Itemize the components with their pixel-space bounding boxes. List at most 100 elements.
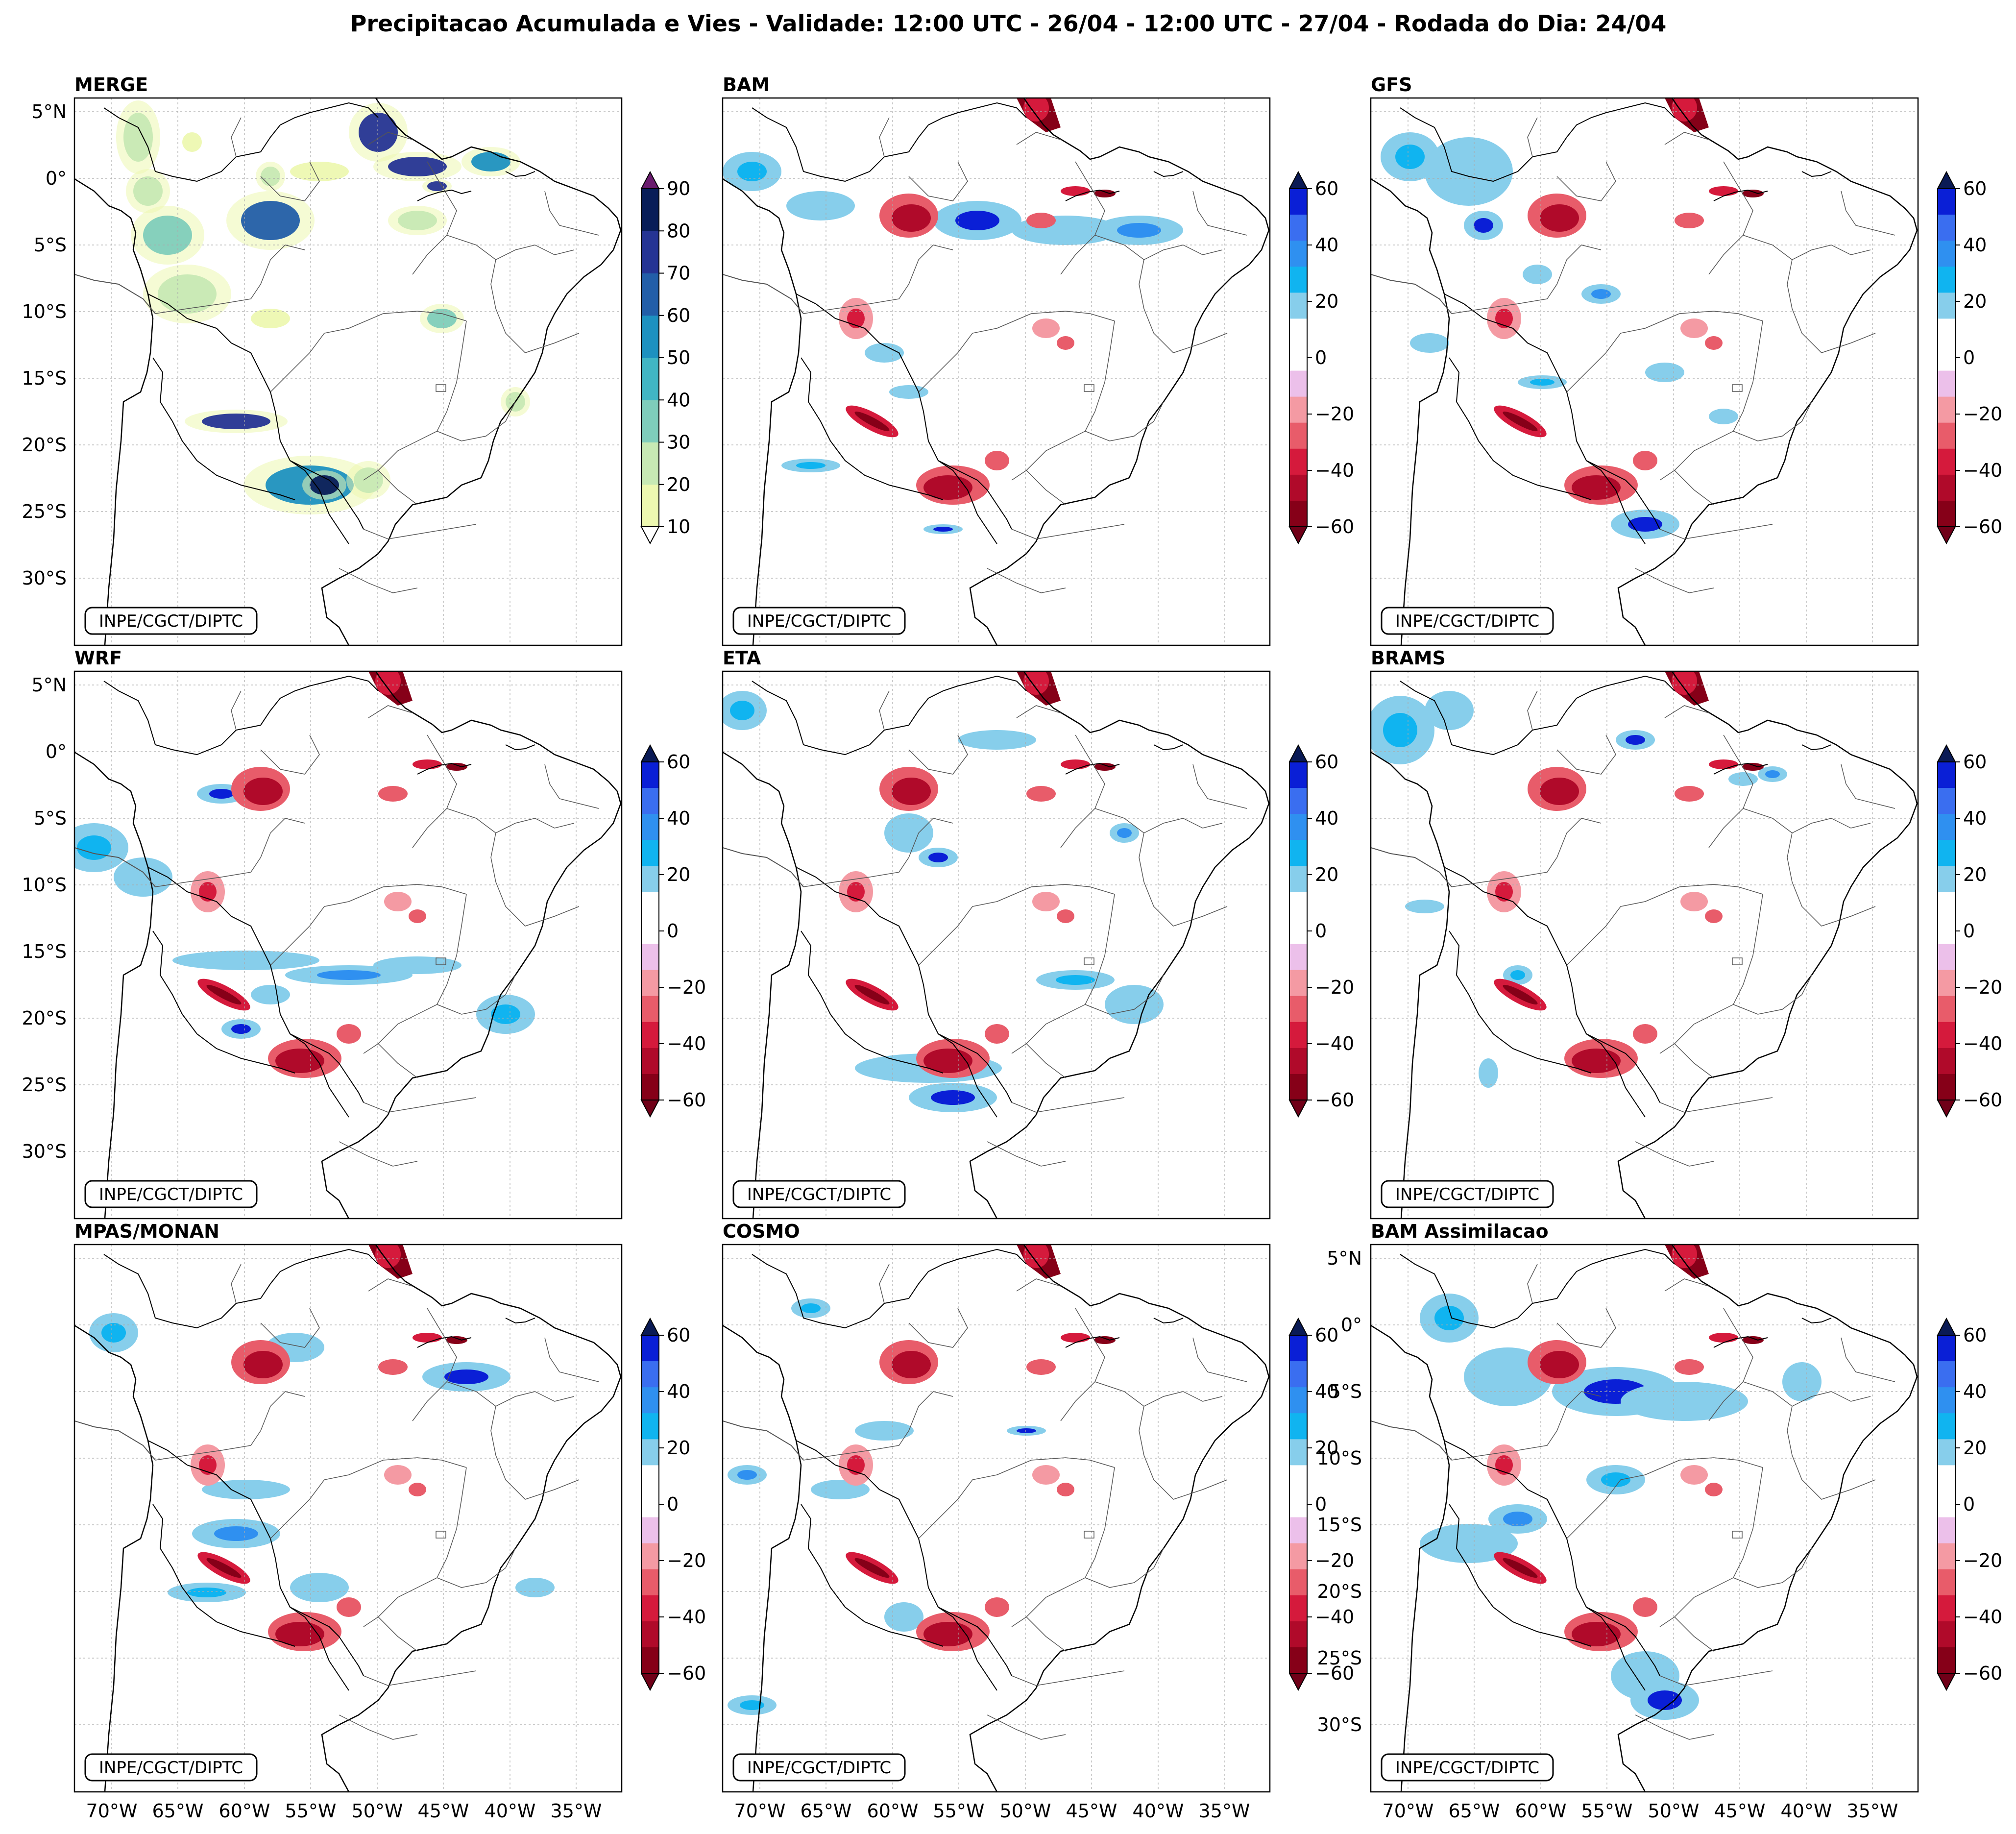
panel-5: ETA INPE/CGCT/DIPTC 60 40 20 0 −20 −40 −60 [722, 647, 1354, 1220]
panel-1: MERGE INPE/CGCT/DIPTC 5°N 0° 5°S 10°S 15°S 20°S… [22, 74, 690, 646]
lon-label: 35°W [1847, 1800, 1898, 1822]
colorbar-tick-label: 40 [1315, 1381, 1338, 1402]
colorbar-band [1938, 267, 1955, 293]
credit-label: INPE/CGCT/DIPTC [84, 1753, 258, 1782]
colorbar-band [1938, 1491, 1955, 1518]
colorbar-extend-top [1288, 171, 1308, 189]
colorbar-tick-label: −20 [667, 977, 706, 998]
map-area [74, 98, 622, 645]
lat-label: 15°S [22, 941, 67, 962]
panel-8: COSMO INPE/CGCT/DIPTC 70°W 65°W 60°W 55°W 50°W… [722, 1221, 1354, 1822]
colorbar-tick-label: −40 [1963, 460, 2002, 481]
colorbar-band [641, 762, 659, 788]
credit-text: INPE/CGCT/DIPTC [99, 611, 243, 631]
colorbar-tick-label: −40 [1315, 460, 1354, 481]
lat-label: 5°S [1329, 1381, 1362, 1402]
colorbar-band [1938, 1595, 1955, 1622]
colorbar-tick-label: 0 [1963, 347, 1975, 368]
colorbar-band [1938, 1647, 1955, 1674]
colorbar: 60 40 20 0 −20 −40 −60 [1288, 171, 1354, 545]
lat-label: 0° [46, 168, 67, 189]
colorbar-extend-top [1288, 1317, 1308, 1336]
colorbar-band [641, 970, 659, 997]
colorbar-tick-label: −20 [1963, 977, 2002, 998]
colorbar-tick-label: 40 [667, 389, 690, 411]
colorbar-band [1289, 814, 1307, 840]
colorbar-tick-label: 20 [667, 864, 690, 885]
credit-text: INPE/CGCT/DIPTC [99, 1185, 243, 1204]
colorbar-tick-label: 60 [667, 305, 690, 326]
colorbar-tick-label: 0 [1963, 920, 1975, 942]
colorbar-band [1289, 1335, 1307, 1362]
colorbar-band [641, 892, 659, 918]
colorbar-band [1938, 318, 1955, 345]
colorbar-band [1938, 1465, 1955, 1492]
colorbar-tick-label: 60 [1963, 178, 1987, 199]
map-area [1371, 671, 1918, 1219]
colorbar-tick-label: 90 [667, 178, 690, 199]
colorbar-tick-label: −60 [1315, 1663, 1354, 1684]
colorbar-band [1289, 318, 1307, 345]
colorbar-tick-label: −40 [1315, 1033, 1354, 1054]
colorbar-band [641, 273, 659, 316]
lat-label: 20°S [1317, 1581, 1362, 1602]
lat-label: 20°S [22, 1007, 67, 1029]
colorbar-tick-label: 0 [667, 920, 679, 942]
lon-label: 60°W [219, 1800, 270, 1822]
panel-title: WRF [74, 647, 122, 669]
lat-label: 10°S [1317, 1447, 1362, 1469]
colorbar-tick-label: 0 [1315, 920, 1327, 942]
colorbar-tick-label: 50 [667, 347, 690, 368]
credit-label: INPE/CGCT/DIPTC [1381, 607, 1554, 635]
panel-title: BAM [723, 74, 770, 96]
colorbar-band [1289, 918, 1307, 945]
colorbar-tick-label: 40 [667, 1381, 690, 1402]
lon-label: 70°W [1383, 1800, 1434, 1822]
map-frame [1370, 1244, 1919, 1793]
colorbar-band [1289, 344, 1307, 371]
colorbar-band [1289, 1439, 1307, 1466]
colorbar-tick-label: 60 [1315, 178, 1338, 199]
lat-label: 25°S [1317, 1647, 1362, 1669]
lon-label: 60°W [867, 1800, 919, 1822]
colorbar: 60 40 20 0 −20 −40 −60 [640, 1317, 706, 1691]
colorbar-tick-label: 40 [1963, 1381, 1987, 1402]
lon-label: 60°W [1515, 1800, 1567, 1822]
colorbar-band [1289, 1413, 1307, 1440]
colorbar-band [1289, 1465, 1307, 1492]
lat-label: 30°S [22, 1141, 67, 1162]
colorbar-band [641, 1517, 659, 1544]
colorbar-band [641, 840, 659, 866]
credit-text: INPE/CGCT/DIPTC [747, 1185, 891, 1204]
lon-label: 50°W [1000, 1800, 1051, 1822]
credit-label: INPE/CGCT/DIPTC [84, 1180, 258, 1208]
colorbar-band [1938, 1022, 1955, 1049]
colorbar-band [641, 996, 659, 1023]
colorbar-extend-top [1937, 1317, 1956, 1336]
colorbar-tick-label: 40 [667, 807, 690, 829]
colorbar-band [1289, 189, 1307, 215]
colorbar-band [1289, 840, 1307, 866]
lon-label: 55°W [1581, 1800, 1633, 1822]
colorbar-band [641, 1361, 659, 1388]
lon-label: 35°W [1199, 1800, 1250, 1822]
colorbar-band [1938, 422, 1955, 449]
map-frame [1370, 670, 1919, 1220]
colorbar-tick-label: 20 [667, 474, 690, 495]
colorbar-band [1289, 474, 1307, 501]
credit-text: INPE/CGCT/DIPTC [99, 1758, 243, 1778]
colorbar-band [1289, 866, 1307, 892]
lat-label: 30°S [22, 567, 67, 589]
colorbar-band [641, 1335, 659, 1362]
colorbar-tick-label: 20 [1963, 291, 1987, 312]
colorbar-tick-label: 20 [1963, 1437, 1987, 1459]
colorbar-band [1289, 788, 1307, 814]
colorbar-band [641, 1413, 659, 1440]
colorbar-band [1289, 762, 1307, 788]
colorbar-band [641, 442, 659, 485]
panel-title: ETA [723, 647, 761, 669]
colorbar-band [1938, 970, 1955, 997]
colorbar-band [641, 866, 659, 892]
colorbar-band [1289, 1491, 1307, 1518]
